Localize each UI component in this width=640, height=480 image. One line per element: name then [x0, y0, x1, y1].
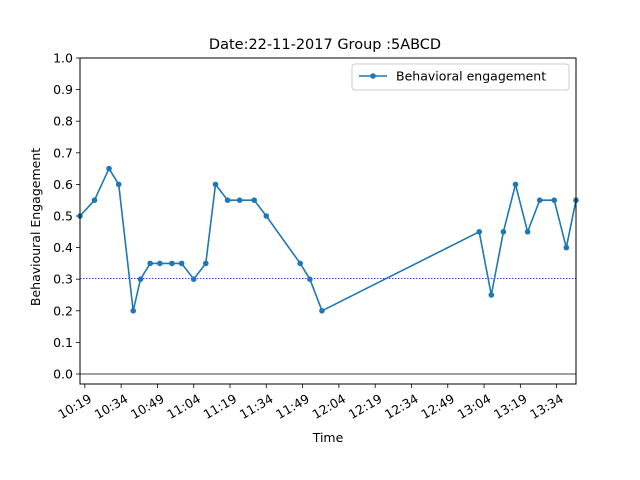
y-tick-label: 0.4: [53, 240, 73, 255]
data-point: [190, 276, 197, 283]
data-point: [263, 213, 270, 219]
data-point: [551, 197, 558, 203]
data-point: [488, 292, 495, 298]
y-tick-label: 1.0: [53, 51, 73, 66]
data-point: [524, 229, 531, 235]
data-point: [137, 276, 144, 283]
data-point: [115, 181, 122, 188]
data-point: [251, 197, 258, 203]
x-tick-label: 12:49: [418, 391, 457, 422]
data-point: [224, 197, 231, 203]
data-point: [476, 229, 483, 235]
data-point: [236, 197, 243, 203]
y-tick-label: 0.1: [53, 335, 73, 350]
data-point: [169, 260, 175, 267]
x-tick-label: 13:34: [527, 391, 566, 422]
data-point: [307, 276, 313, 283]
y-tick-label: 0.2: [53, 303, 73, 318]
x-tick-label: 10:34: [92, 391, 131, 422]
y-tick-label: 0.5: [53, 209, 73, 224]
data-point: [157, 260, 163, 267]
series-line-group: [77, 165, 579, 314]
x-tick-label: 10:19: [55, 391, 94, 422]
data-point: [178, 260, 185, 267]
plot-frame: [79, 57, 577, 385]
data-point: [512, 181, 519, 188]
x-tick-label: 10:49: [128, 391, 167, 422]
x-tick-label: 11:04: [164, 391, 203, 422]
y-tick-label: 0.3: [53, 272, 73, 287]
legend-swatch-marker: [370, 73, 376, 79]
x-tick-label: 13:19: [491, 391, 530, 422]
x-tick-label: 11:19: [201, 391, 240, 422]
x-tick-label: 11:34: [237, 391, 276, 422]
legend: Behavioral engagement: [351, 63, 570, 91]
data-point: [500, 229, 507, 235]
y-tick-label: 0.8: [53, 114, 73, 129]
data-point: [130, 308, 137, 314]
data-point: [319, 308, 325, 314]
y-axis-ticks: 0.0 0.1 0.2 0.3 0.4 0.5 0.6 0.7 0.8 0.9 1.0: [53, 51, 80, 382]
x-tick-label: 12:34: [382, 391, 421, 422]
x-tick-label: 12:04: [309, 391, 348, 422]
data-point: [147, 260, 153, 267]
data-point: [91, 197, 98, 203]
y-tick-label: 0.6: [53, 177, 73, 192]
y-tick-label: 0.0: [53, 367, 73, 382]
data-point: [536, 197, 543, 203]
data-point: [106, 165, 112, 172]
chart-title: Date:22-11-2017 Group :5ABCD: [209, 37, 441, 53]
x-tick-label: 12:19: [346, 391, 385, 422]
data-point: [203, 260, 209, 267]
y-tick-label: 0.9: [53, 82, 73, 97]
y-axis-label: Behavioural Engagement: [28, 148, 43, 306]
x-axis-ticks: 10:1910:3410:4911:0411:1911:3411:4912:04…: [55, 384, 566, 422]
y-tick-label: 0.7: [53, 145, 73, 160]
data-point: [563, 244, 570, 251]
data-point: [212, 181, 219, 188]
data-point: [297, 260, 303, 267]
x-tick-label: 11:49: [273, 391, 312, 422]
legend-box: [351, 63, 570, 91]
x-tick-label: 13:04: [455, 391, 494, 422]
legend-label: Behavioral engagement: [396, 69, 546, 84]
x-axis-label: Time: [312, 430, 344, 445]
series-line: [79, 167, 577, 312]
